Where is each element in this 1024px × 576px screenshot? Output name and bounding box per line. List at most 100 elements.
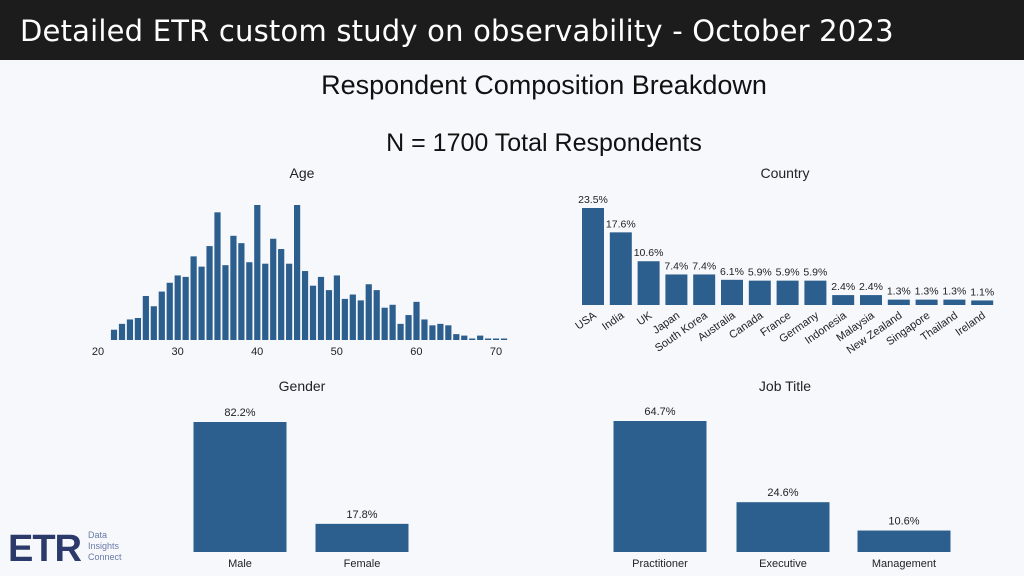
age-bar (262, 263, 269, 340)
age-tick-label: 20 (92, 346, 104, 358)
age-bar (206, 246, 213, 340)
country-tick-label: Ireland (953, 310, 987, 339)
country-chart-title: Country (760, 165, 809, 181)
age-bar (349, 294, 356, 340)
age-bar (118, 323, 126, 340)
age-tick-label: 50 (331, 346, 343, 358)
job-title-bar (736, 502, 830, 552)
age-bar (110, 329, 118, 340)
country-data-label: 23.5% (578, 194, 608, 206)
age-bar (493, 338, 500, 340)
job-title-bar (857, 530, 951, 552)
etr-logo: ETR Data Insights Connect (8, 528, 122, 568)
age-bar (325, 290, 333, 340)
age-bar (294, 205, 301, 340)
job-title-bar (613, 421, 707, 552)
slide-title: Respondent Composition Breakdown (321, 70, 767, 100)
age-bar (485, 338, 492, 340)
gender-tick-label: Male (228, 558, 252, 570)
country-data-label: 17.6% (606, 218, 636, 230)
country-bar (860, 295, 882, 305)
svg-text:ETR: ETR (8, 528, 82, 568)
header-title: Detailed ETR custom study on observabili… (20, 14, 894, 48)
country-bar (637, 261, 660, 305)
gender-data-label: 17.8% (346, 509, 377, 521)
country-bar (887, 299, 910, 305)
country-data-label: 6.1% (720, 266, 744, 278)
country-bar (915, 299, 938, 305)
age-bar (421, 319, 428, 340)
age-bar (278, 249, 285, 340)
logo-tagline-2: Insights (88, 541, 120, 551)
country-data-label: 1.3% (915, 286, 939, 298)
age-tick-label: 30 (171, 346, 183, 358)
age-bar (246, 262, 253, 340)
age-bar (357, 300, 364, 340)
age-tick-label: 60 (410, 346, 422, 358)
logo-tagline-3: Connect (88, 552, 122, 562)
age-bar (381, 307, 388, 340)
age-bar (365, 284, 372, 340)
country-bar (693, 274, 716, 305)
gender-tick-label: Female (344, 558, 381, 570)
age-bar (142, 295, 149, 340)
country-data-label: 5.9% (748, 267, 772, 279)
age-bar (190, 256, 197, 340)
age-bar (309, 285, 317, 340)
country-tick-label: USA (573, 309, 599, 332)
age-bar (429, 325, 436, 340)
age-bar (500, 338, 508, 340)
country-bar (609, 232, 632, 305)
age-bar (174, 275, 181, 340)
gender-bar (193, 422, 287, 552)
country-data-label: 10.6% (634, 247, 664, 259)
age-bar (453, 334, 460, 340)
age-bar (333, 275, 340, 340)
country-bar (748, 280, 771, 305)
age-bar (301, 271, 309, 340)
age-bar (166, 282, 173, 340)
age-bar (214, 212, 221, 340)
country-data-label: 1.1% (970, 286, 994, 298)
age-bar (222, 265, 229, 340)
age-bar (461, 335, 468, 340)
country-data-label: 5.9% (776, 267, 800, 279)
country-bar (943, 299, 966, 305)
age-tick-label: 40 (251, 346, 263, 358)
gender-chart-title: Gender (279, 378, 326, 394)
age-bar (317, 276, 325, 340)
age-bar (126, 319, 134, 340)
age-bar (158, 291, 165, 340)
country-data-label: 2.4% (831, 281, 855, 293)
age-chart-title: Age (290, 165, 315, 181)
country-bar (582, 208, 604, 305)
country-data-label: 1.3% (942, 286, 966, 298)
age-bar (230, 235, 237, 340)
country-bar (832, 295, 855, 305)
job-title-data-label: 10.6% (888, 516, 919, 528)
age-bar (238, 243, 245, 340)
country-data-label: 1.3% (887, 286, 911, 298)
country-bar (665, 274, 688, 305)
age-bar (134, 317, 141, 340)
job-title-tick-label: Management (872, 558, 936, 570)
slide-subtitle: N = 1700 Total Respondents (386, 129, 702, 157)
country-data-label: 5.9% (803, 267, 827, 279)
country-tick-label: India (600, 309, 627, 333)
gender-bar (315, 523, 409, 552)
age-tick-label: 70 (490, 346, 502, 358)
age-bar (477, 335, 484, 340)
header-bar: Detailed ETR custom study on observabili… (0, 0, 1024, 60)
age-bar (254, 205, 261, 340)
age-bar (445, 325, 452, 340)
country-bar (804, 280, 827, 305)
country-bar (721, 279, 743, 305)
age-bar (286, 263, 293, 340)
age-bar (413, 301, 420, 340)
age-bar (469, 338, 476, 340)
age-bar (405, 315, 412, 340)
job-title-tick-label: Executive (759, 558, 807, 570)
job-title-tick-label: Practitioner (632, 558, 688, 570)
age-bar (437, 323, 444, 340)
